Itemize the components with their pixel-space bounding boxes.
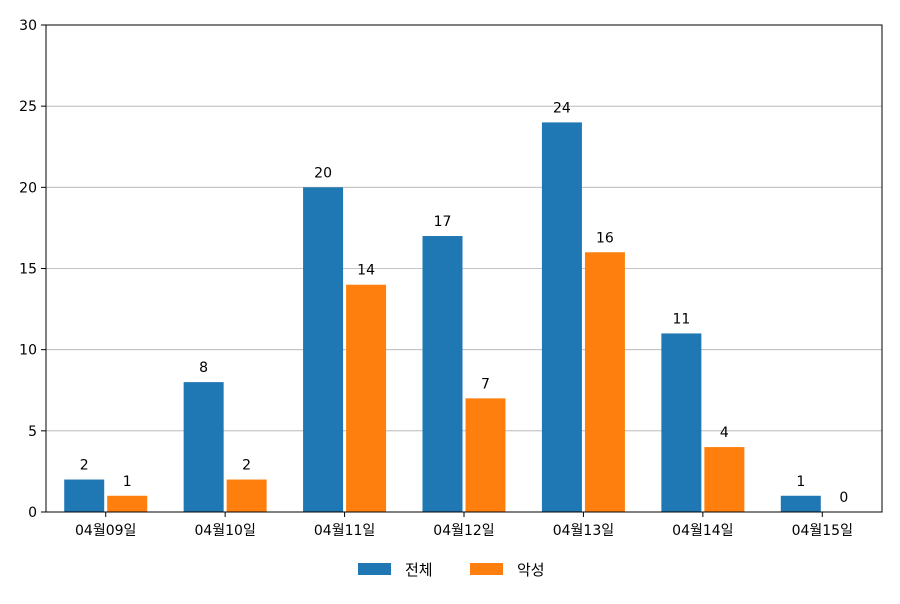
data-label: 2	[80, 458, 89, 474]
bar-malicious	[704, 447, 745, 512]
data-label: 24	[553, 100, 571, 116]
bars	[64, 122, 821, 513]
legend-swatch	[470, 563, 503, 575]
data-label: 8	[199, 360, 208, 376]
bar-total	[64, 479, 105, 512]
data-label: 16	[596, 230, 614, 246]
y-tick-label: 5	[28, 424, 37, 440]
data-label: 2	[242, 458, 251, 474]
bar-malicious	[346, 284, 387, 512]
data-label: 14	[357, 263, 375, 279]
y-tick-label: 10	[19, 343, 37, 359]
y-tick-label: 0	[28, 505, 37, 521]
plot-frame	[45, 24, 883, 513]
legend-label: 전체	[405, 561, 433, 579]
data-labels: 2 1 8 2 20 14 17 7 24 16 11 4 1 0	[80, 100, 848, 506]
gridlines	[46, 105, 882, 432]
data-label: 1	[796, 474, 805, 490]
bar-malicious	[107, 495, 148, 512]
y-tick-label: 20	[19, 180, 37, 196]
bar-total	[661, 333, 702, 512]
data-label: 17	[434, 214, 452, 230]
data-label: 0	[839, 490, 848, 506]
y-tick-label: 25	[19, 99, 37, 115]
bar-total	[303, 187, 344, 513]
data-label: 1	[123, 474, 132, 490]
bar-total	[422, 236, 463, 513]
data-label: 7	[481, 376, 490, 392]
legend-label: 악성	[517, 561, 545, 579]
y-tick-label: 30	[19, 18, 37, 34]
x-tick-label: 04월14일	[672, 523, 733, 539]
x-tick-label: 04월09일	[75, 523, 136, 539]
x-tick-label: 04월11일	[314, 523, 375, 539]
x-tick-label: 04월13일	[553, 523, 614, 539]
bar-total	[780, 495, 821, 512]
data-label: 20	[314, 165, 332, 181]
bar-malicious	[226, 479, 267, 512]
x-tick-label: 04월12일	[433, 523, 494, 539]
bar-total	[183, 382, 224, 512]
bar-malicious	[584, 252, 625, 512]
data-label: 4	[720, 425, 729, 441]
legend-swatch	[358, 563, 391, 575]
bar-malicious	[465, 398, 506, 512]
x-tick-label: 04월15일	[792, 523, 853, 539]
y-tick-label: 15	[19, 262, 37, 278]
legend: 전체 악성	[358, 561, 545, 579]
x-tick-label: 04월10일	[194, 523, 255, 539]
bar-total	[541, 122, 582, 513]
data-label: 11	[672, 311, 690, 327]
